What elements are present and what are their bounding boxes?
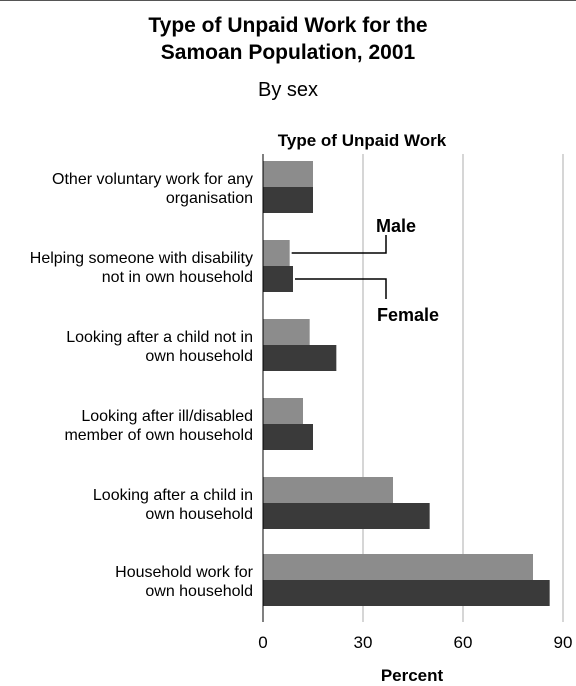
legend-label-male: Male <box>376 216 416 236</box>
category-label: Looking after ill/disabled member of own … <box>64 408 253 444</box>
chart-title-line-1: Type of Unpaid Work for the <box>148 14 428 37</box>
x-tick-labels: 0 30 60 90 <box>258 633 572 652</box>
bar-male <box>263 161 313 187</box>
category-label: Looking after a child not in own househol… <box>66 329 253 365</box>
category-label: Other voluntary work for any organisation <box>52 171 253 207</box>
chart-title-line-2: Samoan Population, 2001 <box>160 41 416 64</box>
legend-leader-female <box>295 278 387 299</box>
chart-subtitle: By sex <box>257 79 319 101</box>
bar-male <box>263 319 310 345</box>
bar-female <box>263 266 293 292</box>
category-label: Helping someone with disability not in ow… <box>30 250 253 286</box>
bar-female <box>263 580 550 606</box>
legend-label-female: Female <box>377 305 439 325</box>
category-label: Looking after a child in own household <box>93 487 253 523</box>
bar-male <box>263 554 533 580</box>
gridlines <box>362 154 564 622</box>
bar-female <box>263 503 430 529</box>
category-labels: Other voluntary work for any organisation… <box>30 171 254 600</box>
x-tick-label: 30 <box>354 633 373 652</box>
bar-male <box>263 240 290 266</box>
category-label: Household work for own household <box>115 564 254 600</box>
category-axis-title: Type of Unpaid Work <box>278 131 447 150</box>
chart-title: Type of Unpaid Work for the Samoan Popul… <box>0 12 576 66</box>
bar-male <box>263 477 393 503</box>
x-tick-label: 0 <box>258 633 267 652</box>
bar-female <box>263 187 313 213</box>
legend: Male Female <box>291 216 439 325</box>
bar-male <box>263 398 303 424</box>
bar-female <box>263 424 313 450</box>
x-axis-title: Percent <box>381 666 444 685</box>
legend-leader-male <box>291 235 387 254</box>
bars <box>263 161 550 606</box>
x-tick-label: 90 <box>554 633 573 652</box>
top-rule <box>0 0 576 1</box>
bar-female <box>263 345 337 371</box>
x-tick-label: 60 <box>454 633 473 652</box>
